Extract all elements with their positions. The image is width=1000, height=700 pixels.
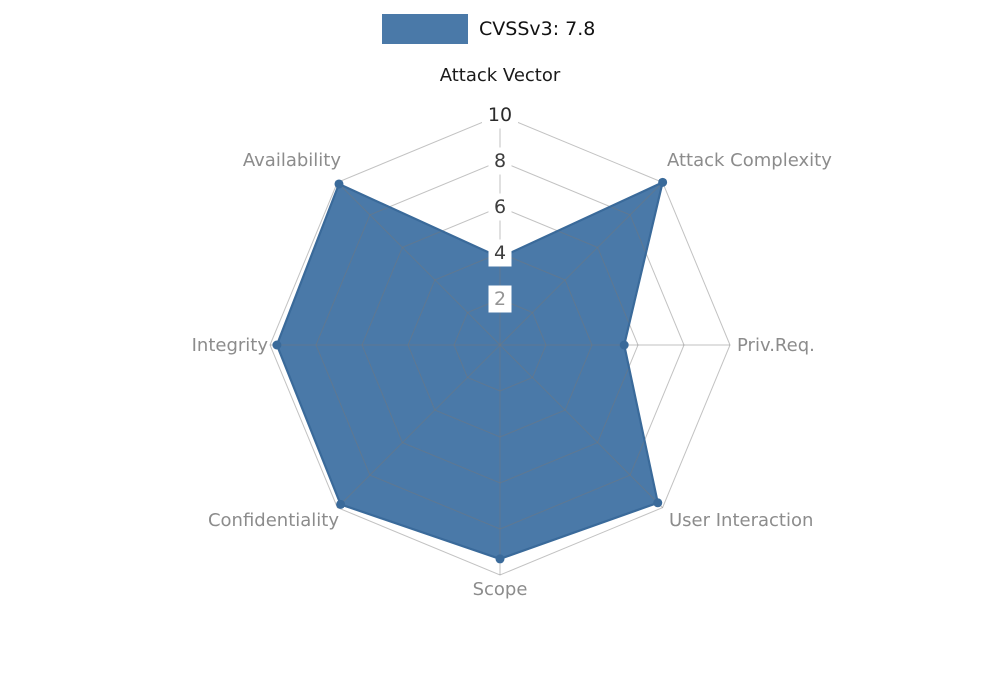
axis-label-user-interaction: User Interaction xyxy=(669,510,813,531)
vertex-marker-integrity xyxy=(272,340,282,350)
axis-label-attack-vector: Attack Vector xyxy=(440,65,561,86)
vertex-marker-scope xyxy=(495,554,505,564)
grid-ring-2 xyxy=(453,298,547,392)
grid-spoke-confidentiality xyxy=(337,344,501,508)
grid-ring-6 xyxy=(361,206,639,484)
tick-box-4 xyxy=(488,239,512,267)
tick-label-8: 8 xyxy=(494,150,506,172)
grid-spoke-user-interaction xyxy=(499,344,663,508)
tick-label-6: 6 xyxy=(494,196,506,218)
vertex-marker-attack-complexity xyxy=(658,177,668,187)
grid-ring-10 xyxy=(269,114,731,576)
vertex-marker-priv-req- xyxy=(619,340,629,350)
grid-ring-4 xyxy=(407,252,593,438)
tick-box-8 xyxy=(488,147,512,175)
grid-spoke-availability xyxy=(337,182,501,346)
tick-box-2 xyxy=(488,285,512,313)
axis-label-priv-req-: Priv.Req. xyxy=(737,335,815,356)
grid-spoke-attack-complexity xyxy=(499,182,663,346)
legend: CVSSv3: 7.8 xyxy=(382,14,595,44)
vertex-marker-user-interaction xyxy=(653,498,663,508)
tick-box-6 xyxy=(488,193,512,221)
tick-label-10: 10 xyxy=(488,104,512,126)
legend-label: CVSSv3: 7.8 xyxy=(479,18,596,40)
data-polygon-fill xyxy=(276,182,663,559)
grid-ring-8 xyxy=(315,160,685,530)
tick-label-2: 2 xyxy=(494,288,506,310)
vertex-marker-confidentiality xyxy=(336,499,346,509)
axis-label-availability: Availability xyxy=(243,150,341,171)
legend-swatch xyxy=(382,14,468,44)
axis-label-confidentiality: Confidentiality xyxy=(208,510,339,531)
axis-label-attack-complexity: Attack Complexity xyxy=(667,150,832,171)
axis-label-scope: Scope xyxy=(473,579,528,600)
axis-label-integrity: Integrity xyxy=(192,335,269,356)
tick-label-4: 4 xyxy=(494,242,506,264)
vertex-marker-availability xyxy=(334,179,344,189)
tick-box-10 xyxy=(482,101,518,129)
